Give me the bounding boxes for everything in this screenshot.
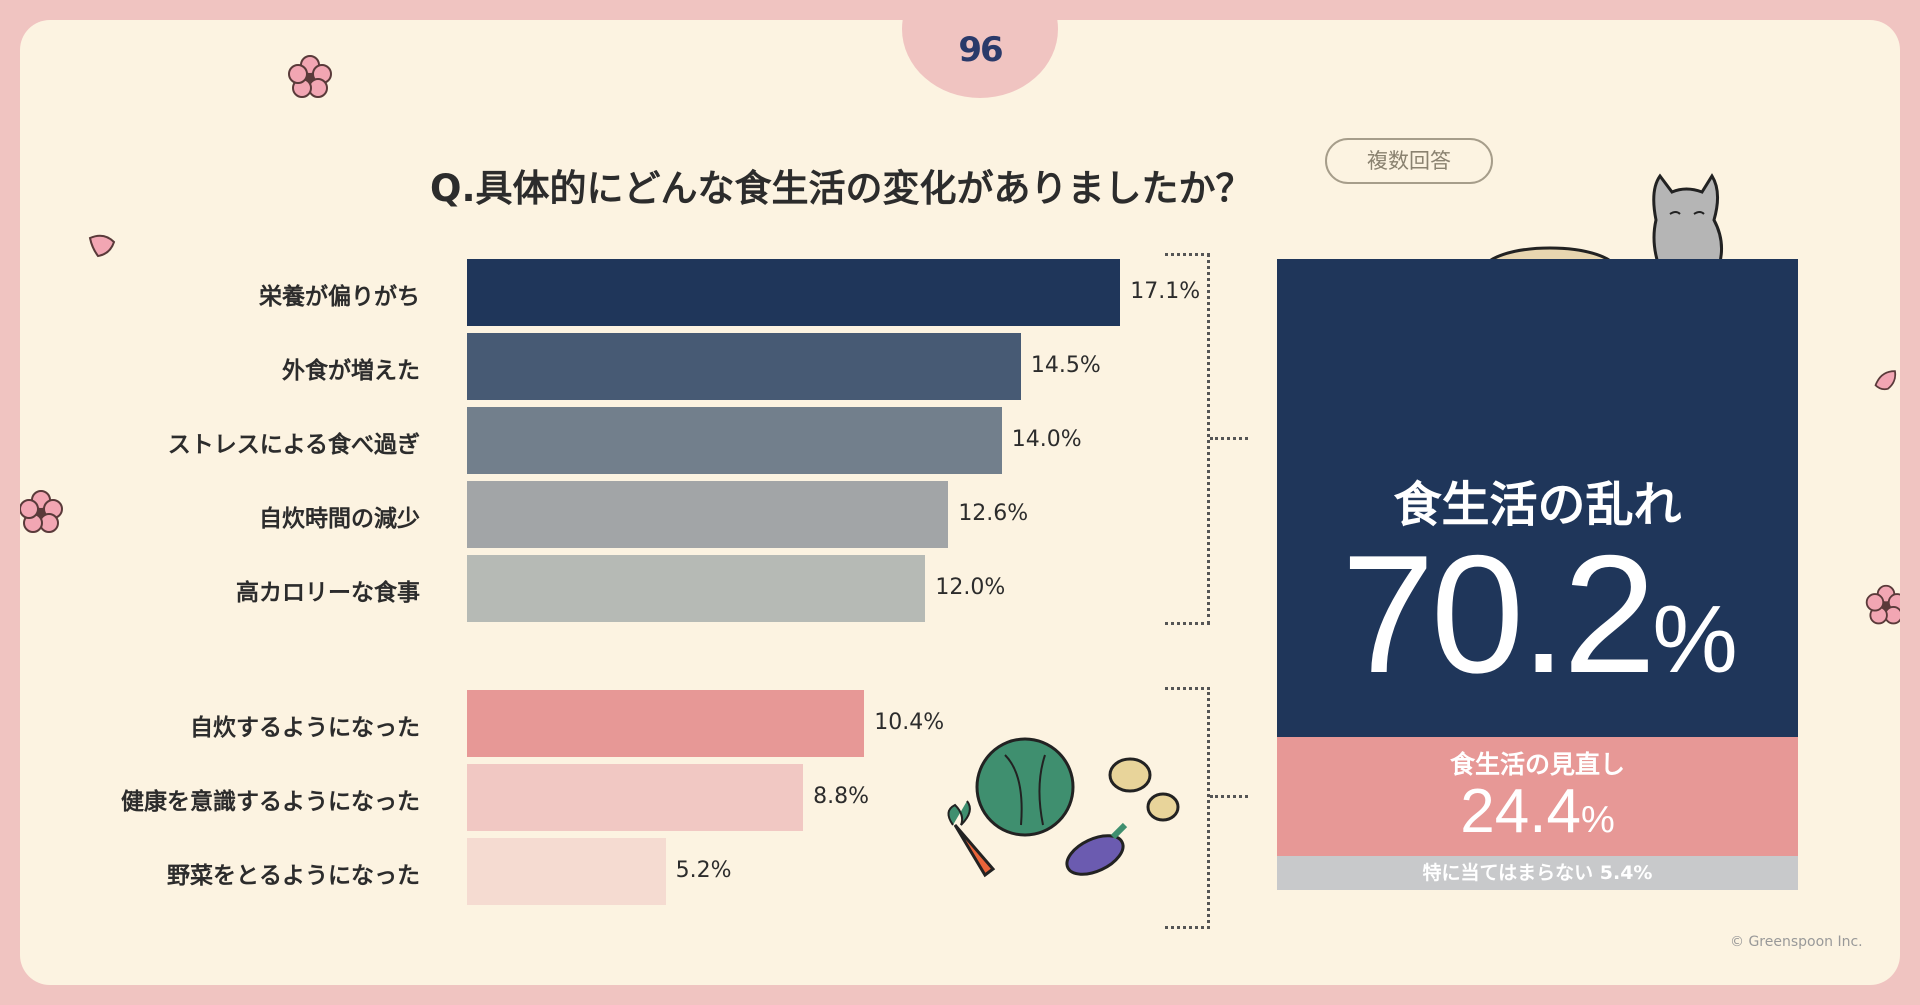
group-bracket-review (1165, 687, 1210, 929)
category-label: 高カロリーな食事 (236, 580, 420, 606)
bar (467, 838, 666, 905)
value-label: 14.0% (1011, 427, 1082, 452)
value-label: 8.8% (813, 784, 870, 809)
category-label: 外食が増えた (282, 358, 420, 384)
disorder-number: 70.2 (1341, 520, 1656, 708)
group-bracket-disorder (1165, 253, 1210, 625)
category-label: 自炊時間の減少 (259, 506, 420, 532)
other-summary-box: 特に当てはまらない 5.4% (1277, 856, 1798, 890)
bar (467, 555, 926, 622)
brand-logo: 96 (958, 30, 1003, 70)
vegetables-illustration (947, 737, 1180, 878)
multiple-answer-badge: 複数回答 (1325, 138, 1493, 184)
value-label: 12.0% (935, 575, 1006, 600)
category-label: 野菜をとるようになった (167, 863, 420, 889)
other-value: 5.4% (1599, 862, 1653, 884)
review-unit: % (1580, 799, 1615, 841)
chart-title: Q.具体的にどんな食生活の変化がありましたか？ (430, 167, 1253, 210)
bar (467, 481, 949, 548)
logo-tab: 96 (902, 20, 1058, 98)
value-label: 14.5% (1030, 353, 1101, 378)
value-label: 17.1% (1130, 279, 1201, 304)
value-label: 5.2% (675, 858, 732, 883)
flower-icon (1865, 584, 1900, 625)
review-summary-box: 食生活の見直し 24.4% (1277, 737, 1798, 856)
bar (467, 333, 1021, 400)
review-value: 24.4% (1277, 781, 1798, 851)
category-label: 健康を意識するようになった (121, 789, 420, 815)
copyright: © Greenspoon Inc. (1730, 934, 1863, 950)
category-label: ストレスによる食べ過ぎ (167, 432, 420, 458)
petal-icon (88, 234, 116, 258)
other-label: 特に当てはまらない (1422, 862, 1594, 884)
bar (467, 407, 1002, 474)
disorder-unit: % (1652, 586, 1737, 693)
bar (467, 259, 1121, 326)
disorder-summary-box: 食生活の乱れ 70.2% (1277, 259, 1798, 737)
flower-icon (20, 490, 63, 533)
bracket-connector (1210, 437, 1248, 440)
disorder-value: 70.2% (1277, 530, 1798, 715)
category-label: 自炊するようになった (190, 715, 420, 741)
category-label: 栄養が偏りがち (259, 284, 420, 310)
value-label: 12.6% (958, 501, 1029, 526)
petal-icon (1874, 370, 1897, 391)
bar (467, 690, 865, 757)
disorder-label: 食生活の乱れ (1393, 477, 1682, 533)
value-label: 10.4% (874, 710, 945, 735)
infographic-card: 96 Q.具体的にどんな食生活の変化がありましたか？ 複数回答 栄養が偏りがち 1… (20, 20, 1900, 985)
flower-icon (288, 55, 332, 98)
bar (467, 764, 804, 831)
review-number: 24.4 (1460, 777, 1581, 846)
bracket-connector (1210, 795, 1248, 798)
review-label: 食生活の見直し (1449, 750, 1625, 779)
